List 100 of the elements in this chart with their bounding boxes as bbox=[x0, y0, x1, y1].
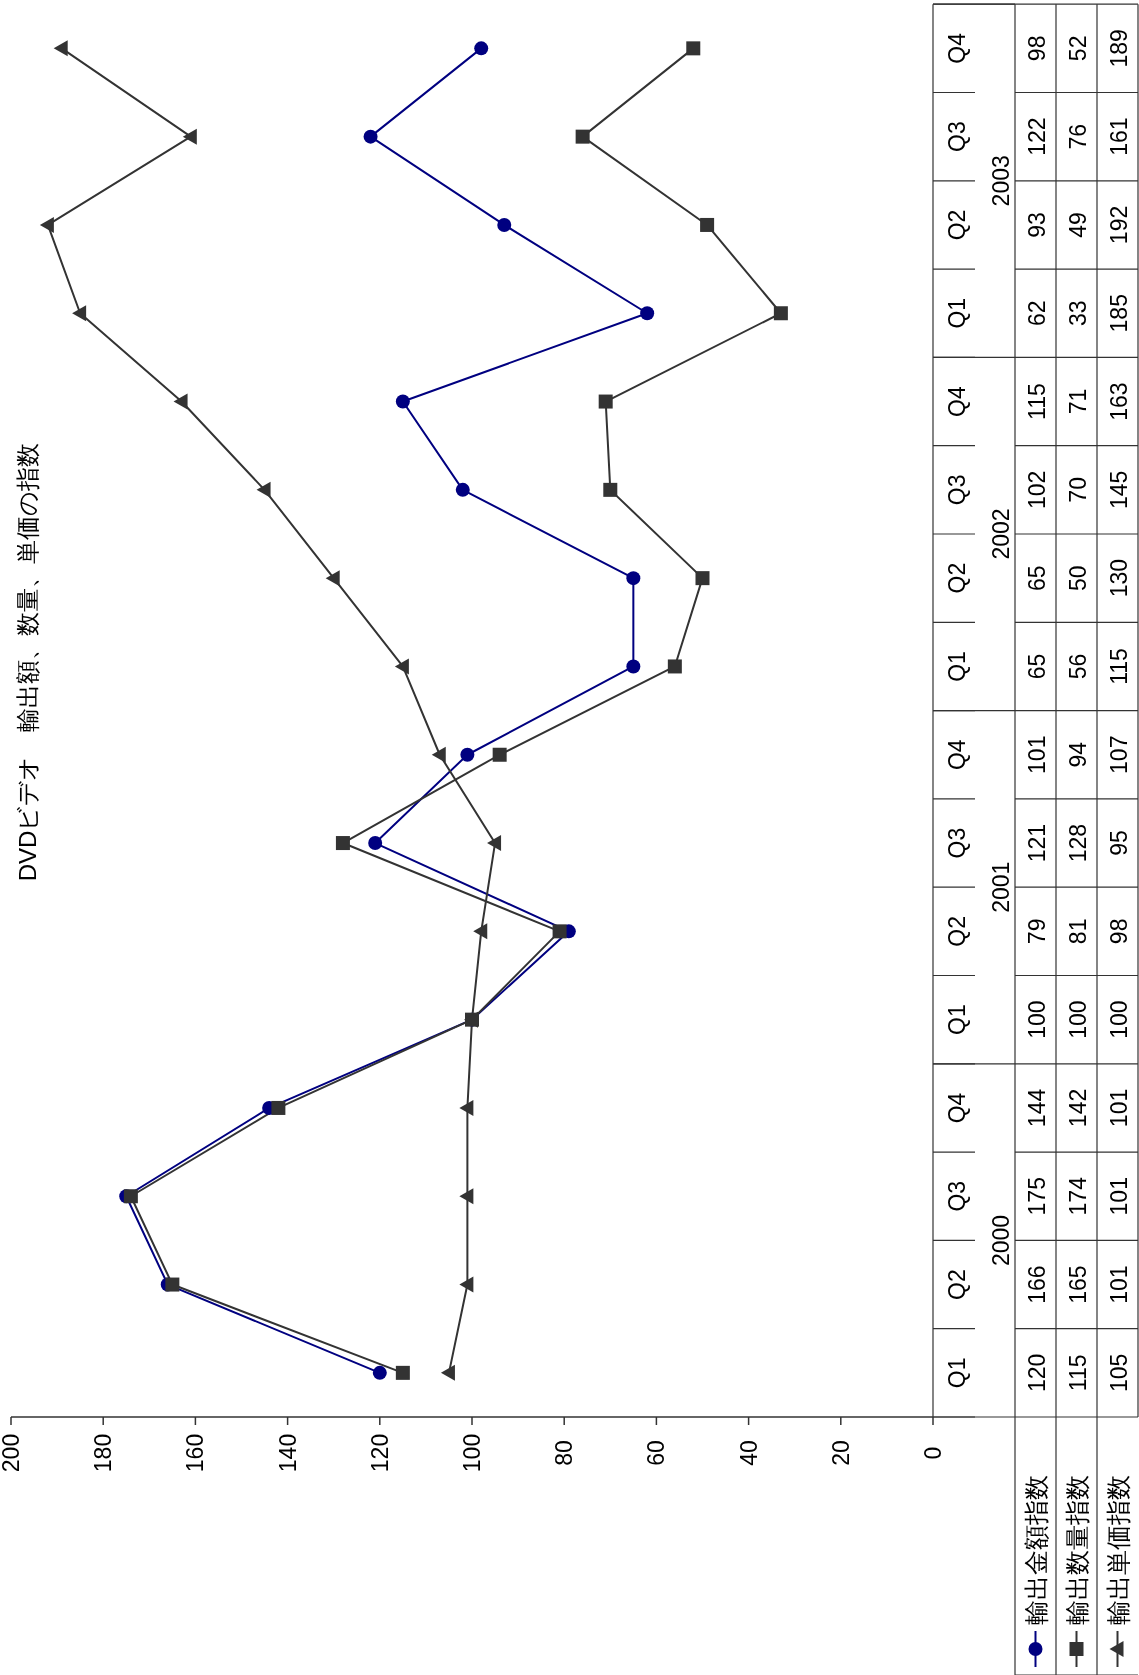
text: 輸出単価指数 bbox=[1103, 1475, 1132, 1625]
point bbox=[325, 570, 340, 587]
data-label: 130 bbox=[1105, 558, 1132, 598]
text: 輸出数量指数 bbox=[1062, 1475, 1091, 1625]
data-label: 163 bbox=[1105, 382, 1132, 421]
point bbox=[575, 129, 590, 144]
x-tick-label: 20 bbox=[827, 1440, 854, 1466]
data-label: 100 bbox=[1023, 1000, 1050, 1039]
y-tick-label: Q3 bbox=[944, 827, 970, 859]
point bbox=[492, 747, 507, 762]
point bbox=[773, 306, 788, 321]
point bbox=[395, 1365, 410, 1380]
data-label: 142 bbox=[1064, 1088, 1091, 1128]
point bbox=[552, 924, 567, 939]
data-label: 120 bbox=[1023, 1353, 1050, 1393]
x-tick-label: 0 bbox=[920, 1446, 946, 1460]
point bbox=[700, 217, 715, 232]
data-label: 95 bbox=[1105, 830, 1132, 856]
y-tick-label: Q1 bbox=[944, 1004, 970, 1035]
point bbox=[598, 394, 613, 409]
point bbox=[72, 305, 87, 322]
point bbox=[487, 835, 502, 852]
data-label: 175 bbox=[1023, 1177, 1050, 1216]
y-tick-label: Q1 bbox=[944, 651, 970, 682]
x-tick-label: 140 bbox=[274, 1433, 301, 1473]
y-tick-label: Q4 bbox=[944, 739, 970, 771]
point bbox=[173, 393, 188, 410]
text: 輸出金額指数 bbox=[1021, 1475, 1050, 1625]
text: 2002 bbox=[988, 508, 1014, 560]
x-tick-label: 180 bbox=[90, 1433, 117, 1473]
point bbox=[440, 1364, 455, 1381]
point bbox=[460, 747, 475, 762]
point bbox=[459, 1099, 474, 1116]
point bbox=[626, 659, 641, 674]
y-tick-label: Q3 bbox=[944, 1180, 970, 1212]
point bbox=[431, 746, 446, 763]
data-label: 115 bbox=[1105, 648, 1132, 685]
y-tick-label: Q1 bbox=[944, 297, 970, 329]
point bbox=[455, 482, 470, 497]
data-label: 101 bbox=[1105, 1177, 1132, 1216]
data-label: 107 bbox=[1105, 735, 1132, 774]
data-label: 94 bbox=[1064, 741, 1091, 768]
point bbox=[667, 659, 682, 674]
data-label: 115 bbox=[1064, 1354, 1091, 1392]
data-label: 62 bbox=[1023, 300, 1050, 327]
data-label: 65 bbox=[1023, 565, 1050, 591]
point bbox=[603, 482, 618, 497]
data-label: 98 bbox=[1023, 35, 1050, 62]
text: 2000 bbox=[988, 1214, 1014, 1266]
point bbox=[459, 1188, 474, 1205]
data-label: 128 bbox=[1064, 823, 1091, 863]
x-tick-label: 80 bbox=[551, 1440, 578, 1466]
point bbox=[165, 1277, 180, 1292]
data-label: 33 bbox=[1064, 300, 1091, 327]
data-label: 166 bbox=[1023, 1265, 1050, 1304]
data-label: 105 bbox=[1105, 1353, 1132, 1393]
data-label: 79 bbox=[1023, 918, 1050, 945]
y-tick-label: Q2 bbox=[944, 1269, 970, 1300]
data-label: 121 bbox=[1023, 823, 1050, 863]
y-tick-label: Q1 bbox=[944, 1357, 970, 1389]
data-label: 65 bbox=[1023, 653, 1050, 680]
y-tick-label: Q3 bbox=[944, 474, 970, 506]
x-tick-label: 60 bbox=[643, 1440, 670, 1466]
data-label: 189 bbox=[1105, 29, 1132, 68]
point bbox=[394, 658, 409, 675]
data-label: 101 bbox=[1105, 1088, 1132, 1128]
data-label: 71 bbox=[1064, 388, 1091, 415]
data-label: 192 bbox=[1105, 205, 1132, 245]
data-label: 76 bbox=[1064, 123, 1091, 150]
point bbox=[695, 571, 710, 586]
data-label: 81 bbox=[1064, 918, 1091, 945]
y-tick-label: Q4 bbox=[944, 386, 970, 417]
y-tick-label: Q2 bbox=[944, 562, 970, 594]
data-label: 100 bbox=[1064, 1000, 1091, 1039]
y-tick-label: Q2 bbox=[944, 209, 970, 241]
data-label: 165 bbox=[1064, 1265, 1091, 1304]
x-tick-label: 200 bbox=[0, 1433, 24, 1473]
data-label: 101 bbox=[1023, 735, 1050, 774]
data-label: 70 bbox=[1064, 477, 1091, 503]
data-label: 50 bbox=[1064, 565, 1091, 591]
data-label: 98 bbox=[1105, 918, 1132, 945]
text: 2003 bbox=[988, 155, 1014, 207]
data-label: 161 bbox=[1105, 117, 1132, 156]
point bbox=[459, 1276, 474, 1293]
data-label: 49 bbox=[1064, 212, 1091, 238]
x-tick-label: 120 bbox=[366, 1433, 393, 1473]
point bbox=[372, 1365, 387, 1380]
data-label: 56 bbox=[1064, 653, 1091, 680]
x-tick-label: 160 bbox=[182, 1433, 209, 1473]
data-label: 174 bbox=[1064, 1176, 1091, 1216]
point bbox=[39, 216, 54, 233]
point bbox=[182, 128, 197, 145]
y-tick-label: Q3 bbox=[944, 121, 970, 152]
point bbox=[686, 41, 701, 56]
point bbox=[473, 923, 488, 940]
point bbox=[368, 836, 383, 851]
point bbox=[497, 217, 512, 232]
point bbox=[256, 481, 271, 498]
data-label: 144 bbox=[1023, 1088, 1050, 1128]
point bbox=[123, 1189, 138, 1204]
